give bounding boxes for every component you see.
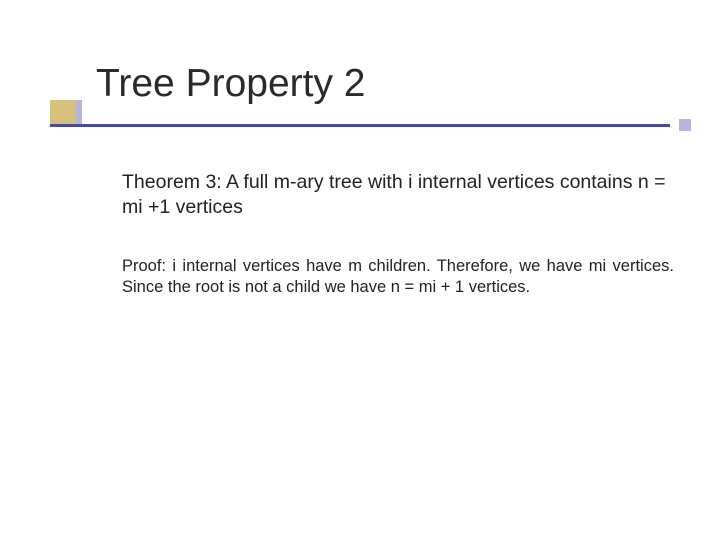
proof-text: Proof: i internal vertices have m childr…: [122, 256, 674, 298]
slide-title: Tree Property 2: [96, 62, 366, 106]
theorem-text: Theorem 3: A full m-ary tree with i inte…: [122, 170, 674, 220]
title-end-square-icon: [679, 119, 691, 131]
title-bullet-icon: [50, 100, 76, 126]
title-underline: [50, 124, 670, 127]
title-region: Tree Property 2: [50, 62, 670, 142]
body-region: Theorem 3: A full m-ary tree with i inte…: [122, 170, 674, 298]
